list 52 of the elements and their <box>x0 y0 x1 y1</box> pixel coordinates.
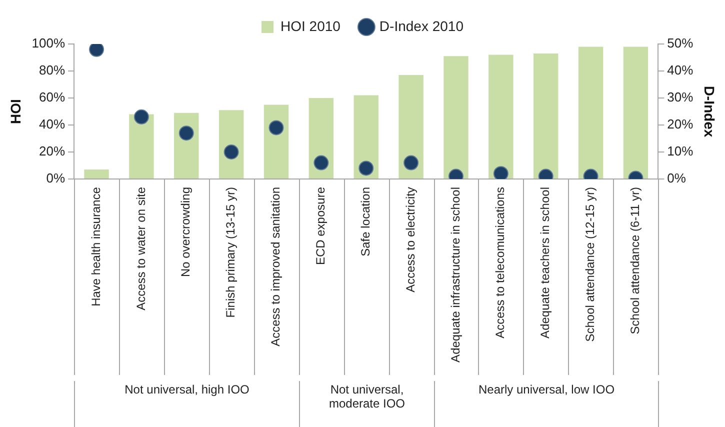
bar <box>264 104 289 178</box>
point <box>268 120 284 136</box>
x-tick-label: Adequate infrastructure in school <box>448 187 462 362</box>
text: Not universal, moderate IOO <box>328 382 406 410</box>
y2-tick-label: 50% <box>667 36 694 51</box>
bar <box>84 170 109 178</box>
y-tick-label: 0% <box>46 170 66 186</box>
y-tick-label: 20% <box>39 144 66 159</box>
point <box>224 144 239 160</box>
text: Nearly universal, low IOO <box>478 382 615 396</box>
y2-tick-label: 10% <box>667 144 694 159</box>
point <box>134 109 149 124</box>
point <box>358 160 374 176</box>
y2-axis-title: D-Index <box>702 86 718 138</box>
x-tick-label: Finish primary (13-15 yr) <box>224 187 238 318</box>
legend-label: HOI 2010 <box>280 18 341 34</box>
x-tick-label: ECD exposure <box>313 186 328 266</box>
bar <box>444 56 468 178</box>
bar <box>308 98 334 178</box>
point <box>178 126 194 141</box>
y2-tick-label: 0% <box>667 170 686 186</box>
x-tick-label: Have health insurance <box>88 186 103 306</box>
bar <box>129 114 154 178</box>
y-tick-label: 40% <box>39 116 66 132</box>
x-tick-label: No overcrowding <box>178 187 193 278</box>
bar <box>578 46 604 178</box>
y2-tick-label: 20% <box>667 116 694 132</box>
point <box>493 166 508 179</box>
y2-tick-label: 40% <box>667 62 694 78</box>
x-tick-label: Access to electricity <box>403 187 418 292</box>
bar <box>623 46 648 178</box>
y-tick-label: 80% <box>39 62 66 78</box>
x-tick-label: Safe location <box>358 187 372 256</box>
x-tick-label: Adequate teachers in school <box>538 187 552 338</box>
y2-tick-label: 30% <box>667 90 694 105</box>
x-tick-label: School attendance (6-11 yr) <box>628 187 642 334</box>
x-tick-label: School attendance (12-15 yr) <box>583 187 598 342</box>
bar <box>354 95 378 178</box>
bar <box>488 54 514 178</box>
x-tick-label: Access to water on site <box>134 186 148 310</box>
bar <box>533 53 558 178</box>
y-tick-label: 100% <box>32 36 66 51</box>
point <box>404 155 419 170</box>
text: Not universal, high IOO <box>124 382 250 396</box>
bar <box>398 75 424 178</box>
x-tick-label: Access to telecomunications <box>493 187 508 338</box>
point <box>314 155 329 170</box>
point <box>89 44 104 57</box>
y-tick-label: 60% <box>39 90 66 105</box>
y-axis-title: HOI <box>7 99 24 124</box>
legend-label: D-Index 2010 <box>379 18 464 34</box>
x-tick-label: Access to improved sanitation <box>268 187 283 346</box>
